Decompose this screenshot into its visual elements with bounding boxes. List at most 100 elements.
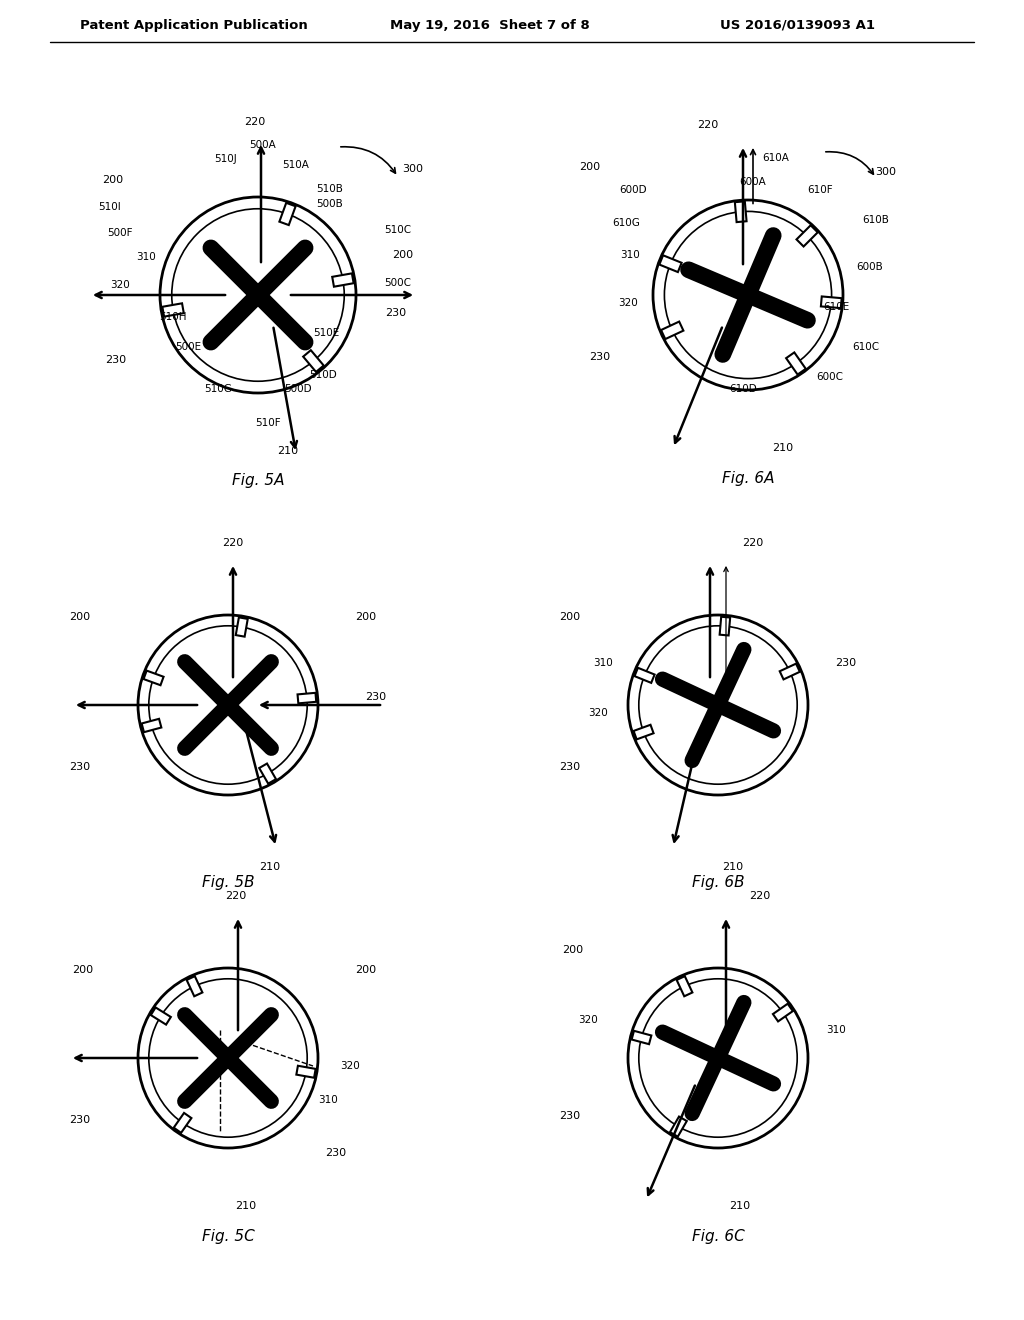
Text: 230: 230 — [559, 1111, 581, 1121]
Text: 610A: 610A — [763, 153, 790, 162]
Text: Fig. 6A: Fig. 6A — [722, 470, 774, 486]
Text: 220: 220 — [742, 539, 764, 548]
Text: 230: 230 — [559, 762, 581, 772]
Text: Fig. 5A: Fig. 5A — [231, 474, 285, 488]
Text: 610B: 610B — [862, 215, 890, 224]
Text: 230: 230 — [590, 352, 610, 362]
Text: 200: 200 — [355, 612, 377, 622]
Text: 510J: 510J — [215, 154, 238, 164]
Text: 210: 210 — [723, 862, 743, 873]
Text: 230: 230 — [366, 692, 387, 702]
Text: 310: 310 — [136, 252, 156, 261]
Text: 220: 220 — [225, 891, 247, 902]
Bar — [720, 616, 730, 635]
Text: 320: 320 — [588, 708, 608, 718]
Text: 320: 320 — [618, 298, 638, 308]
Text: 610E: 610E — [823, 302, 849, 312]
Text: 200: 200 — [559, 612, 581, 622]
Text: 500C: 500C — [384, 279, 412, 288]
Text: 230: 230 — [70, 762, 90, 772]
Text: 300: 300 — [402, 164, 424, 174]
Bar — [735, 202, 746, 222]
Bar — [821, 297, 842, 308]
Bar — [236, 618, 248, 636]
Bar — [143, 671, 164, 685]
Text: 610F: 610F — [807, 185, 833, 195]
Text: 510B: 510B — [316, 183, 343, 194]
Text: 600D: 600D — [620, 185, 647, 195]
Bar — [163, 304, 183, 317]
Bar — [786, 352, 806, 375]
Text: 230: 230 — [836, 657, 856, 668]
Text: 600C: 600C — [816, 372, 844, 381]
Text: 500F: 500F — [108, 228, 133, 238]
Bar — [677, 977, 692, 997]
Text: 500A: 500A — [250, 140, 276, 150]
Text: 510G: 510G — [204, 384, 232, 395]
Text: 200: 200 — [562, 945, 584, 954]
Text: 610C: 610C — [852, 342, 880, 352]
Text: 310: 310 — [621, 249, 640, 260]
Bar — [186, 977, 203, 997]
Bar — [332, 273, 353, 286]
Text: Fig. 6C: Fig. 6C — [691, 1229, 744, 1243]
Text: 500B: 500B — [316, 199, 343, 209]
Text: Patent Application Publication: Patent Application Publication — [80, 18, 308, 32]
Text: 200: 200 — [73, 965, 93, 975]
Bar — [773, 1003, 793, 1022]
Text: 230: 230 — [385, 308, 407, 318]
Bar — [634, 725, 653, 739]
Text: Fig. 6B: Fig. 6B — [691, 875, 744, 891]
Text: 210: 210 — [729, 1201, 751, 1210]
Bar — [259, 763, 276, 784]
Text: 310: 310 — [318, 1096, 338, 1105]
Bar — [659, 255, 682, 272]
Text: 220: 220 — [222, 539, 244, 548]
Bar — [296, 1065, 315, 1077]
Text: 310: 310 — [826, 1026, 846, 1035]
Bar — [632, 1031, 651, 1044]
Text: US 2016/0139093 A1: US 2016/0139093 A1 — [720, 18, 874, 32]
Text: 510E: 510E — [313, 327, 339, 338]
Text: 310: 310 — [593, 657, 613, 668]
Text: Fig. 5B: Fig. 5B — [202, 875, 254, 891]
Text: 230: 230 — [326, 1148, 346, 1158]
Bar — [298, 693, 316, 704]
Text: 230: 230 — [70, 1115, 90, 1125]
Text: 500D: 500D — [285, 384, 312, 395]
Text: 230: 230 — [105, 355, 127, 366]
Text: May 19, 2016  Sheet 7 of 8: May 19, 2016 Sheet 7 of 8 — [390, 18, 590, 32]
Bar — [797, 226, 818, 247]
Text: 600A: 600A — [739, 177, 766, 187]
Text: 320: 320 — [340, 1061, 359, 1071]
Text: 510C: 510C — [384, 224, 412, 235]
Text: 500E: 500E — [175, 342, 201, 352]
Text: 510D: 510D — [309, 370, 337, 380]
Text: 200: 200 — [392, 249, 414, 260]
Text: 200: 200 — [355, 965, 377, 975]
Bar — [141, 719, 162, 733]
Bar — [779, 664, 800, 680]
Text: 210: 210 — [772, 444, 794, 453]
Bar — [280, 203, 296, 226]
Text: 220: 220 — [245, 117, 265, 127]
Bar — [151, 1007, 171, 1024]
Text: 320: 320 — [579, 1015, 598, 1026]
Text: 510A: 510A — [283, 160, 309, 170]
Text: 220: 220 — [697, 120, 719, 129]
Text: 200: 200 — [102, 176, 124, 185]
Text: 200: 200 — [580, 162, 600, 172]
Bar — [303, 350, 324, 372]
Bar — [662, 322, 683, 339]
Text: 610D: 610D — [729, 384, 757, 393]
Text: 220: 220 — [750, 891, 771, 902]
Text: 320: 320 — [111, 280, 130, 290]
Text: 610G: 610G — [612, 218, 640, 228]
Text: 210: 210 — [259, 862, 281, 873]
Text: 210: 210 — [278, 446, 299, 455]
Bar — [635, 668, 654, 682]
Text: 510I: 510I — [98, 202, 122, 213]
Text: 200: 200 — [70, 612, 90, 622]
Text: 510H: 510H — [160, 312, 186, 322]
Bar — [174, 1113, 191, 1133]
